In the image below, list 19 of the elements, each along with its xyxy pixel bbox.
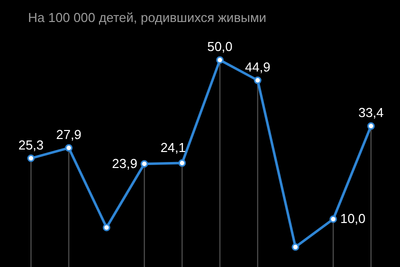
data-label: 25,3 — [18, 137, 44, 152]
point — [292, 243, 300, 251]
data-label: 24,1 — [160, 140, 186, 156]
point — [254, 76, 262, 84]
point — [102, 224, 110, 232]
data-label: 44,9 — [245, 59, 270, 74]
point — [65, 144, 73, 152]
data-label: 27,9 — [56, 126, 82, 142]
data-label: 10,0 — [340, 211, 366, 226]
point — [27, 154, 35, 162]
point — [216, 56, 224, 64]
data-label: 33,4 — [358, 105, 384, 120]
point — [178, 159, 186, 167]
point — [367, 122, 375, 130]
data-label: 50,0 — [207, 39, 233, 54]
data-label: 23,9 — [112, 156, 138, 171]
chart-title: На 100 000 детей, родившихся живыми — [28, 10, 266, 25]
point — [140, 160, 148, 168]
point — [329, 215, 337, 223]
